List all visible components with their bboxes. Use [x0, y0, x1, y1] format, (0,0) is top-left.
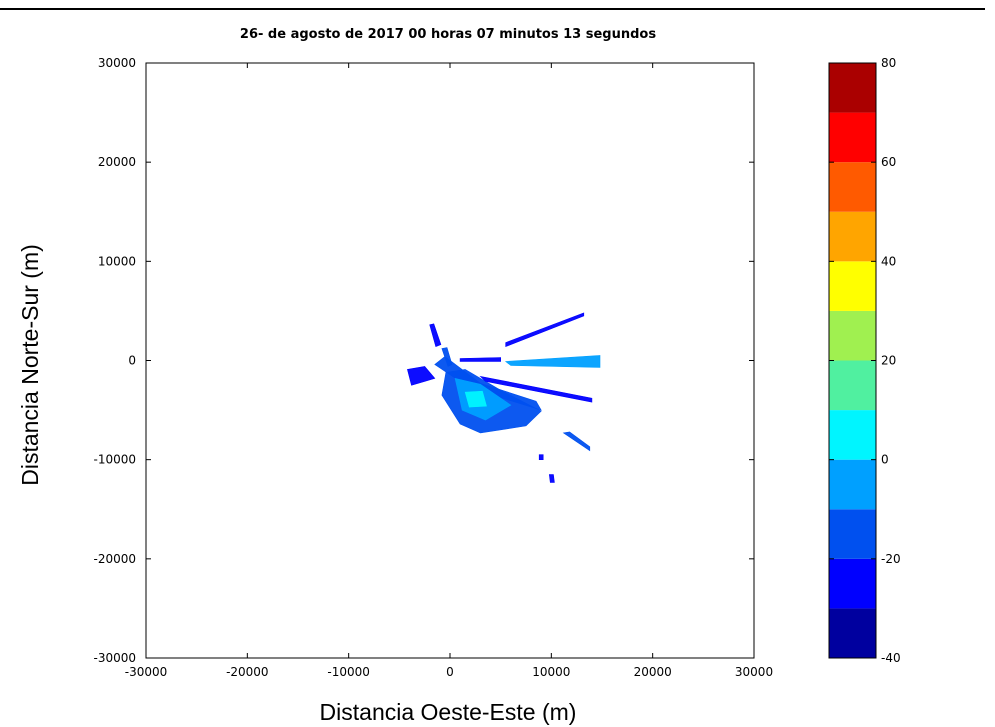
colorbar-segment — [829, 261, 876, 311]
x-tick-label: 30000 — [735, 665, 773, 679]
colorbar-tick-label: -40 — [881, 651, 901, 665]
colorbar-segment — [829, 509, 876, 559]
echo-region — [505, 312, 585, 348]
colorbar-segment — [829, 558, 876, 609]
echo-layer — [407, 312, 601, 483]
colorbar-tick-label: 0 — [881, 453, 889, 467]
echo-region — [441, 347, 453, 367]
x-tick-label: -30000 — [125, 665, 168, 679]
y-tick-label: 30000 — [98, 56, 136, 70]
echo-region — [464, 390, 487, 408]
y-tick-label: -10000 — [93, 453, 136, 467]
y-axis: -30000 -20000 -10000 0 10000 20000 30000 — [93, 56, 754, 665]
x-tick-label: -20000 — [226, 665, 269, 679]
y-tick-label: -20000 — [93, 552, 136, 566]
echo-region — [548, 474, 555, 483]
y-axis-label: Distancia Norte-Sur (m) — [17, 244, 43, 486]
y-tick-label: 0 — [128, 354, 136, 368]
colorbar-tick-label: 60 — [881, 155, 896, 169]
colorbar-segment — [829, 360, 876, 411]
echo-region — [459, 357, 502, 362]
colorbar-segment — [829, 608, 876, 658]
colorbar-tick-label: -20 — [881, 552, 901, 566]
chart-title: 26- de agosto de 2017 00 horas 07 minuto… — [240, 27, 656, 42]
echo-region — [504, 355, 601, 368]
colorbar: -40 -20 0 20 40 60 80 — [828, 56, 901, 665]
echo-region — [407, 366, 436, 386]
echo-region — [429, 323, 442, 348]
colorbar-tick-label: 20 — [881, 354, 896, 368]
colorbar-segment — [829, 63, 876, 113]
y-tick-label: -30000 — [93, 651, 136, 665]
x-tick-label: 20000 — [634, 665, 672, 679]
x-tick-label: 10000 — [532, 665, 570, 679]
colorbar-tick-label: 40 — [881, 254, 896, 268]
x-tick-label: -10000 — [327, 665, 370, 679]
colorbar-segment — [829, 112, 876, 163]
colorbar-segment — [829, 211, 876, 262]
colorbar-segment — [829, 459, 876, 510]
x-axis-label: Distancia Oeste-Este (m) — [320, 699, 577, 725]
colorbar-segment — [829, 162, 876, 212]
x-tick-label: 0 — [446, 665, 454, 679]
echo-region — [538, 454, 544, 461]
top-rule — [0, 8, 985, 10]
x-axis: -30000 -20000 -10000 0 10000 20000 30000 — [125, 63, 773, 679]
colorbar-segment — [829, 310, 876, 361]
y-tick-label: 20000 — [98, 155, 136, 169]
echo-region — [562, 431, 591, 452]
colorbar-segment — [829, 410, 876, 460]
y-tick-label: 10000 — [98, 254, 136, 268]
colorbar-tick-label: 80 — [881, 56, 896, 70]
echo-region — [479, 375, 593, 403]
